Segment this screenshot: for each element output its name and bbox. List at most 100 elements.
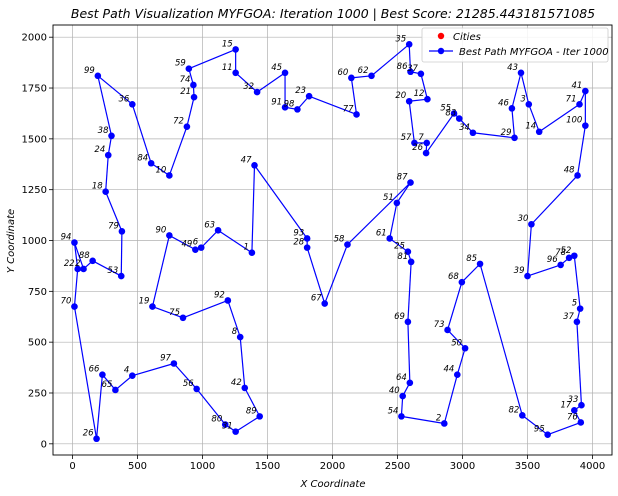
path-segment [408,101,415,143]
city-point [185,65,193,73]
path-segment [401,415,445,425]
city-point [386,235,394,242]
city-label: 72 [173,117,184,127]
city-label: 85 [466,254,477,264]
path-segment [521,414,549,436]
city-point [411,139,418,147]
city-label: 87 [397,173,408,183]
city-label: 80 [211,415,222,425]
city-label: 8 [232,327,238,337]
city-label: 23 [295,86,306,96]
path-segment [528,104,540,132]
path-segment [115,375,133,391]
city-point [179,314,187,322]
city-point [368,72,375,80]
city-label: 30 [518,214,529,224]
city-label: 100 [566,116,582,126]
path-segment [407,261,412,322]
city-label: 2 [436,413,441,423]
city-point [149,303,156,310]
city-point [294,106,301,113]
path-segment [347,182,411,246]
city-label: 97 [160,354,171,364]
city-point [71,303,78,310]
path-segment [173,363,198,390]
city-label: 88 [79,251,90,261]
city-point [454,371,461,378]
city-label: 21 [180,87,191,97]
city-point [74,265,81,273]
city-label: 26 [83,429,94,439]
path-segment [530,175,578,225]
city-label: 17 [560,400,571,410]
city-label: 95 [534,425,545,435]
legend-cities-marker [437,32,445,40]
city-point [104,151,112,159]
city-point [193,385,200,393]
path-segment [132,362,175,377]
city-label: 57 [401,133,412,143]
city-point [147,159,155,167]
city-label: 81 [397,252,408,262]
y-tick-label: 1500 [22,134,47,145]
city-point [398,413,405,420]
city-label: 40 [389,386,400,396]
city-label: 73 [434,320,445,330]
city-point [417,70,425,78]
city-label: 61 [376,228,387,238]
city-label: 39 [514,266,525,276]
path-segment [425,113,455,154]
city-label: 77 [343,104,354,114]
city-label: 22 [64,259,75,269]
city-point [232,69,239,77]
path-segment [576,125,586,176]
city-label: 43 [507,63,518,73]
path-segment [188,48,236,70]
city-label: 18 [92,182,103,192]
city-point [248,249,256,257]
city-label: 19 [139,297,150,307]
path-segment [547,421,582,436]
city-point [108,132,115,140]
city-label: 56 [183,379,194,389]
path-segment [573,255,581,309]
city-label: 28 [293,238,304,248]
city-label: 79 [108,221,119,231]
city-point [582,87,589,95]
city-label: 2 [75,259,80,269]
y-tick-label: 1000 [22,236,47,247]
path-segment [105,155,109,192]
city-label: 44 [443,365,454,375]
path-layer [73,43,586,439]
city-label: 96 [547,255,558,265]
city-label: 89 [246,406,257,416]
path-segment [150,162,170,176]
city-point [404,318,412,326]
city-point [399,392,407,400]
y-tick-label: 1750 [22,84,47,95]
path-segment [239,337,246,388]
city-label: 26 [412,143,423,153]
city-point [574,172,581,179]
city-point [571,406,578,414]
city-label: 37 [563,312,574,322]
city-point [232,46,239,53]
x-tick-label: 3000 [450,461,475,472]
path-segment [120,231,123,277]
y-tick-label: 1250 [22,185,47,196]
path-segment [256,72,286,93]
x-tick-label: 2000 [320,461,345,472]
city-point [511,134,518,142]
city-label: 20 [395,91,406,101]
city-label: 4 [124,366,129,376]
x-tick-label: 0 [69,461,75,472]
x-tick-label: 1000 [190,461,215,472]
city-point [192,246,199,253]
path-segment [151,235,170,307]
city-points [71,41,589,443]
city-label: 5 [572,299,577,309]
path-segment [251,165,256,253]
path-segment [200,229,219,249]
